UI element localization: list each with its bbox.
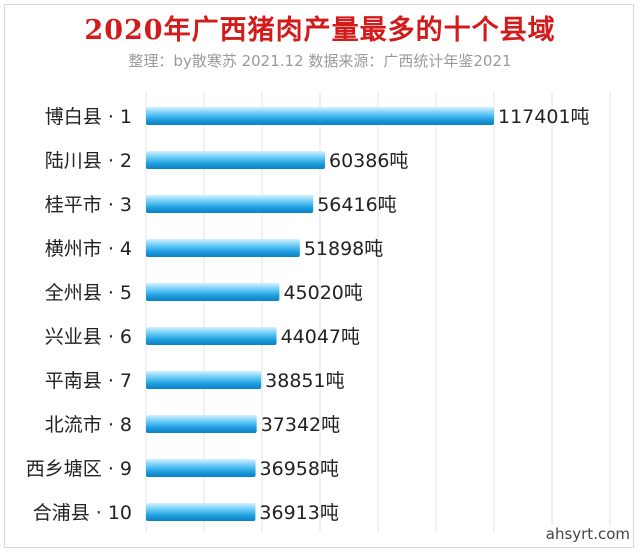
category-label: 桂平市 · 3 <box>45 194 132 216</box>
category-label: 合浦县 · 10 <box>33 502 132 524</box>
bars <box>146 107 494 521</box>
value-labels: 117401吨 60386吨 56416吨 51898吨 45020吨 44047吨 388… <box>259 106 589 524</box>
value-label: 38851吨 <box>265 370 344 392</box>
bar <box>146 503 256 521</box>
bar <box>146 371 262 389</box>
bar <box>146 327 277 345</box>
chart-title: 2020年广西猪肉产量最多的十个县域 <box>84 15 556 46</box>
chart-frame <box>4 4 634 548</box>
value-label: 51898吨 <box>304 238 383 260</box>
value-label: 36913吨 <box>259 502 338 524</box>
category-label: 北流市 · 8 <box>45 414 132 436</box>
category-label: 全州县 · 5 <box>45 282 132 304</box>
category-label: 平南县 · 7 <box>45 370 132 392</box>
category-label: 博白县 · 1 <box>45 106 132 128</box>
value-label: 44047吨 <box>281 326 360 348</box>
watermark: ahsyrt.com <box>543 525 632 543</box>
value-label: 36958吨 <box>260 458 339 480</box>
category-label: 陆川县 · 2 <box>45 150 132 172</box>
category-label: 横州市 · 4 <box>45 238 132 260</box>
bar <box>146 239 300 257</box>
category-label: 西乡塘区 · 9 <box>26 458 132 480</box>
value-label: 117401吨 <box>498 106 590 128</box>
chart-subtitle: 整理：by散寒苏 2021.12 数据来源：广西统计年鉴2021 <box>128 52 512 70</box>
category-label: 兴业县 · 6 <box>45 326 132 348</box>
value-label: 60386吨 <box>329 150 408 172</box>
bar <box>146 459 256 477</box>
value-label: 56416吨 <box>317 194 396 216</box>
category-labels: 博白县 · 1 陆川县 · 2 桂平市 · 3 横州市 · 4 全州县 · 5 兴业县 ·… <box>26 106 132 524</box>
bar <box>146 195 314 213</box>
bar <box>146 107 494 125</box>
value-label: 45020吨 <box>283 282 362 304</box>
value-label: 37342吨 <box>261 414 340 436</box>
bar <box>146 415 257 433</box>
bar <box>146 151 325 169</box>
bar <box>146 283 280 301</box>
